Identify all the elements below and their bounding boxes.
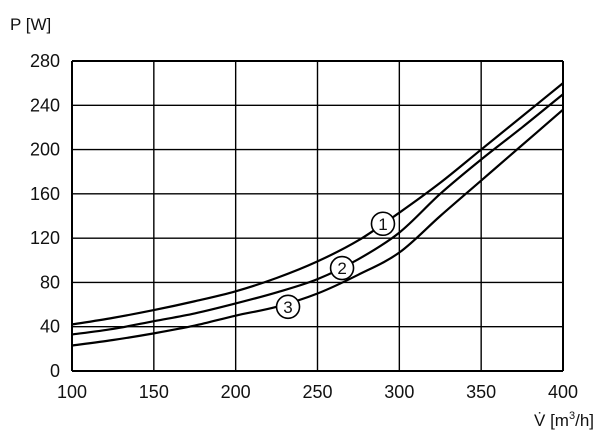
x-axis-label-tail: /h] <box>575 411 594 430</box>
curve-2 <box>71 93 564 336</box>
x-tick-label-400: 400 <box>548 382 578 402</box>
x-axis-label-sup: 3 <box>569 410 575 422</box>
x-tick-label-350: 350 <box>466 382 496 402</box>
curve-marker-label-1: 1 <box>378 215 387 234</box>
curve-markers: 1 2 3 <box>275 211 396 320</box>
y-tick-label-240: 240 <box>30 95 60 115</box>
curve-marker-label-2: 2 <box>337 259 346 278</box>
x-tick-label-100: 100 <box>57 382 87 402</box>
curve-3 <box>71 108 564 347</box>
curve-marker-circle-2 <box>329 255 355 281</box>
x-tick-label-300: 300 <box>384 382 414 402</box>
curve-marker-circle-3 <box>275 294 301 320</box>
curve-marker-label-3: 3 <box>283 298 292 317</box>
curves <box>71 82 564 347</box>
x-axis-label-main: V̇ [m <box>534 411 569 430</box>
curve-1 <box>71 82 564 326</box>
y-tick-label-40: 40 <box>40 317 60 337</box>
y-tick-label-80: 80 <box>40 272 60 292</box>
y-axis-label: P [W] <box>10 15 51 34</box>
curve-marker-circle-1 <box>370 211 396 237</box>
y-tick-label-120: 120 <box>30 228 60 248</box>
grid <box>71 60 564 372</box>
y-tick-label-0: 0 <box>50 361 60 381</box>
y-tick-label-200: 200 <box>30 140 60 160</box>
x-axis-label: V̇ [m3/h] <box>534 410 594 430</box>
x-tick-label-200: 200 <box>221 382 251 402</box>
y-tick-label-280: 280 <box>30 51 60 71</box>
tick-labels: 100 150 200 250 300 350 400 0 40 80 120 160 200 240 28… <box>30 51 578 402</box>
x-tick-label-250: 250 <box>302 382 332 402</box>
x-tick-label-150: 150 <box>139 382 169 402</box>
y-tick-label-160: 160 <box>30 184 60 204</box>
